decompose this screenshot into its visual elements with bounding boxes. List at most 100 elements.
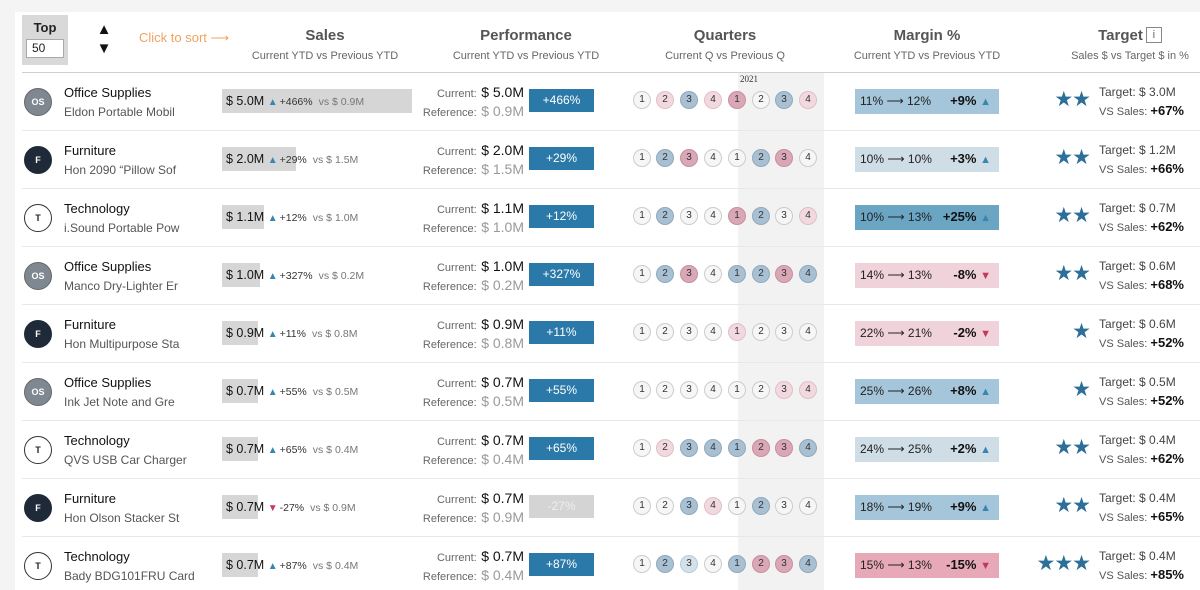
column-header-sales[interactable]: Sales Current YTD vs Previous YTD: [230, 27, 420, 62]
vs-sales-label: VS Sales:: [1099, 106, 1148, 118]
quarter-circle: 3: [680, 265, 698, 283]
quarter-circle: 1: [633, 439, 651, 457]
quarter-circle: 3: [680, 381, 698, 399]
table-row[interactable]: T Technology Bady BDG101FRU Card $ 0.7M ▲ +8…: [0, 536, 1200, 590]
column-header-quarters[interactable]: Quarters Current Q vs Previous Q: [636, 27, 814, 62]
target-line: Target: $ 3.0M: [1099, 85, 1176, 99]
up-arrow-icon: ▲: [980, 386, 991, 398]
sales-change: +12%: [279, 212, 307, 224]
reference-label: Reference:: [422, 165, 477, 177]
sales-subtitle: Current YTD vs Previous YTD: [251, 50, 399, 62]
margin-delta-group: +8% ▲: [950, 383, 991, 398]
target-label: Target:: [1099, 143, 1136, 157]
up-arrow-icon: ▲: [267, 155, 278, 166]
table-row[interactable]: OS Office Supplies Ink Jet Note and Gre $ 0…: [0, 362, 1200, 420]
quarter-circle: 2: [752, 497, 770, 515]
table-row[interactable]: OS Office Supplies Manco Dry-Lighter Er $ 1…: [0, 246, 1200, 304]
table-row[interactable]: T Technology i.Sound Portable Pow $ 1.1M ▲ +…: [0, 188, 1200, 246]
vs-sales-value: +68%: [1150, 277, 1184, 292]
sales-previous: vs $ 0.4M: [312, 444, 359, 456]
margin-delta: +3%: [950, 151, 977, 166]
furniture-icon: F: [24, 320, 52, 348]
quarter-circle: 3: [775, 323, 793, 341]
furniture-icon: F: [24, 494, 52, 522]
quarter-circle: 3: [680, 439, 698, 457]
target-line: Target: $ 0.4M: [1099, 491, 1176, 505]
table-row[interactable]: F Furniture Hon Multipurpose Sta $ 0.9M ▲ +1…: [0, 304, 1200, 362]
quarter-circle: 4: [799, 555, 817, 573]
sales-change: -27%: [279, 502, 305, 514]
perf-reference: Reference: $ 0.9M: [420, 103, 524, 121]
target-label: Target:: [1099, 433, 1136, 447]
sales-value-group: $ 0.7M ▲ +55% vs $ 0.5M: [226, 384, 358, 398]
vs-sales-line: VS Sales: +66%: [1099, 161, 1184, 176]
target-line: Target: $ 1.2M: [1099, 143, 1176, 157]
margin-delta: +25%: [942, 209, 977, 224]
table-row[interactable]: F Furniture Hon Olson Stacker St $ 0.7M ▼ -2…: [0, 478, 1200, 536]
vs-sales-value: +62%: [1150, 451, 1184, 466]
quarter-circle: 2: [656, 91, 674, 109]
vs-sales-label: VS Sales:: [1099, 222, 1148, 234]
perf-current: Current: $ 1.0M: [420, 258, 524, 276]
target-value: $ 0.4M: [1139, 433, 1176, 447]
quarter-circle: 1: [728, 207, 746, 225]
quarter-circle: 4: [704, 207, 722, 225]
margin-delta: +8%: [950, 383, 977, 398]
office-supplies-icon: OS: [24, 378, 52, 406]
target-label: Target:: [1099, 85, 1136, 99]
reference-label: Reference:: [422, 397, 477, 409]
table-row[interactable]: F Furniture Hon 2090 “Pillow Sof $ 2.0M ▲ +2…: [0, 130, 1200, 188]
sales-change: +65%: [279, 444, 307, 456]
performance-badge: +87%: [529, 553, 594, 576]
sort-ascending-button[interactable]: ▲: [96, 21, 112, 38]
reference-label: Reference:: [422, 513, 477, 525]
vs-sales-value: +66%: [1150, 161, 1184, 176]
perf-reference: Reference: $ 1.0M: [420, 219, 524, 237]
up-arrow-icon: ▲: [980, 96, 991, 108]
perf-current: Current: $ 2.0M: [420, 142, 524, 160]
sales-previous: vs $ 1.0M: [312, 212, 359, 224]
down-arrow-icon: ▼: [267, 503, 278, 514]
up-arrow-icon: ▲: [980, 502, 991, 514]
quarter-circle: 3: [775, 149, 793, 167]
top-n-input[interactable]: 50: [26, 39, 64, 58]
target-line: Target: $ 0.4M: [1099, 549, 1176, 563]
sort-descending-button[interactable]: ▼: [96, 40, 112, 57]
quarter-circle: 2: [752, 91, 770, 109]
quarter-circle: 4: [704, 381, 722, 399]
product-label: Hon 2090 “Pillow Sof: [64, 163, 177, 177]
vs-sales-line: VS Sales: +68%: [1099, 277, 1184, 292]
target-value: $ 0.5M: [1139, 375, 1176, 389]
column-header-target[interactable]: Target i Sales $ vs Target $ in %: [1060, 27, 1200, 62]
up-arrow-icon: ▲: [267, 387, 278, 398]
table-row[interactable]: OS Office Supplies Eldon Portable Mobil $ 5…: [0, 72, 1200, 130]
column-header-performance[interactable]: Performance Current YTD vs Previous YTD: [428, 27, 624, 62]
sales-previous: vs $ 0.2M: [318, 270, 365, 282]
quarter-circle: 1: [633, 323, 651, 341]
star-rating-icon: ★★: [1054, 436, 1091, 459]
margin-box: 15% ⟶ 13% -15% ▼: [855, 553, 999, 578]
star-rating-icon: ★★★: [1036, 552, 1091, 575]
info-icon[interactable]: i: [1145, 27, 1162, 43]
sales-value-group: $ 1.1M ▲ +12% vs $ 1.0M: [226, 210, 358, 224]
quarter-circle: 2: [752, 381, 770, 399]
product-label: QVS USB Car Charger: [64, 453, 187, 467]
top-n-control: Top 50: [22, 15, 68, 65]
star-rating-icon: ★★: [1054, 494, 1091, 517]
reference-value: $ 1.5M: [481, 161, 524, 177]
sales-previous: vs $ 0.5M: [312, 386, 359, 398]
quarter-circle: 2: [656, 265, 674, 283]
category-label: Office Supplies: [64, 85, 152, 100]
quarter-circle: 1: [728, 323, 746, 341]
margin-delta: -2%: [953, 325, 977, 340]
table-row[interactable]: T Technology QVS USB Car Charger $ 0.7M ▲ +6…: [0, 420, 1200, 478]
current-value: $ 2.0M: [481, 142, 524, 158]
target-value: $ 1.2M: [1139, 143, 1176, 157]
sales-title: Sales: [305, 27, 345, 44]
product-label: i.Sound Portable Pow: [64, 221, 180, 235]
column-header-margin[interactable]: Margin % Current YTD vs Previous YTD: [832, 27, 1022, 62]
sales-bar: [222, 437, 258, 461]
target-label: Target:: [1099, 317, 1136, 331]
perf-reference: Reference: $ 1.5M: [420, 161, 524, 179]
star-rating-icon: ★: [1072, 320, 1091, 343]
